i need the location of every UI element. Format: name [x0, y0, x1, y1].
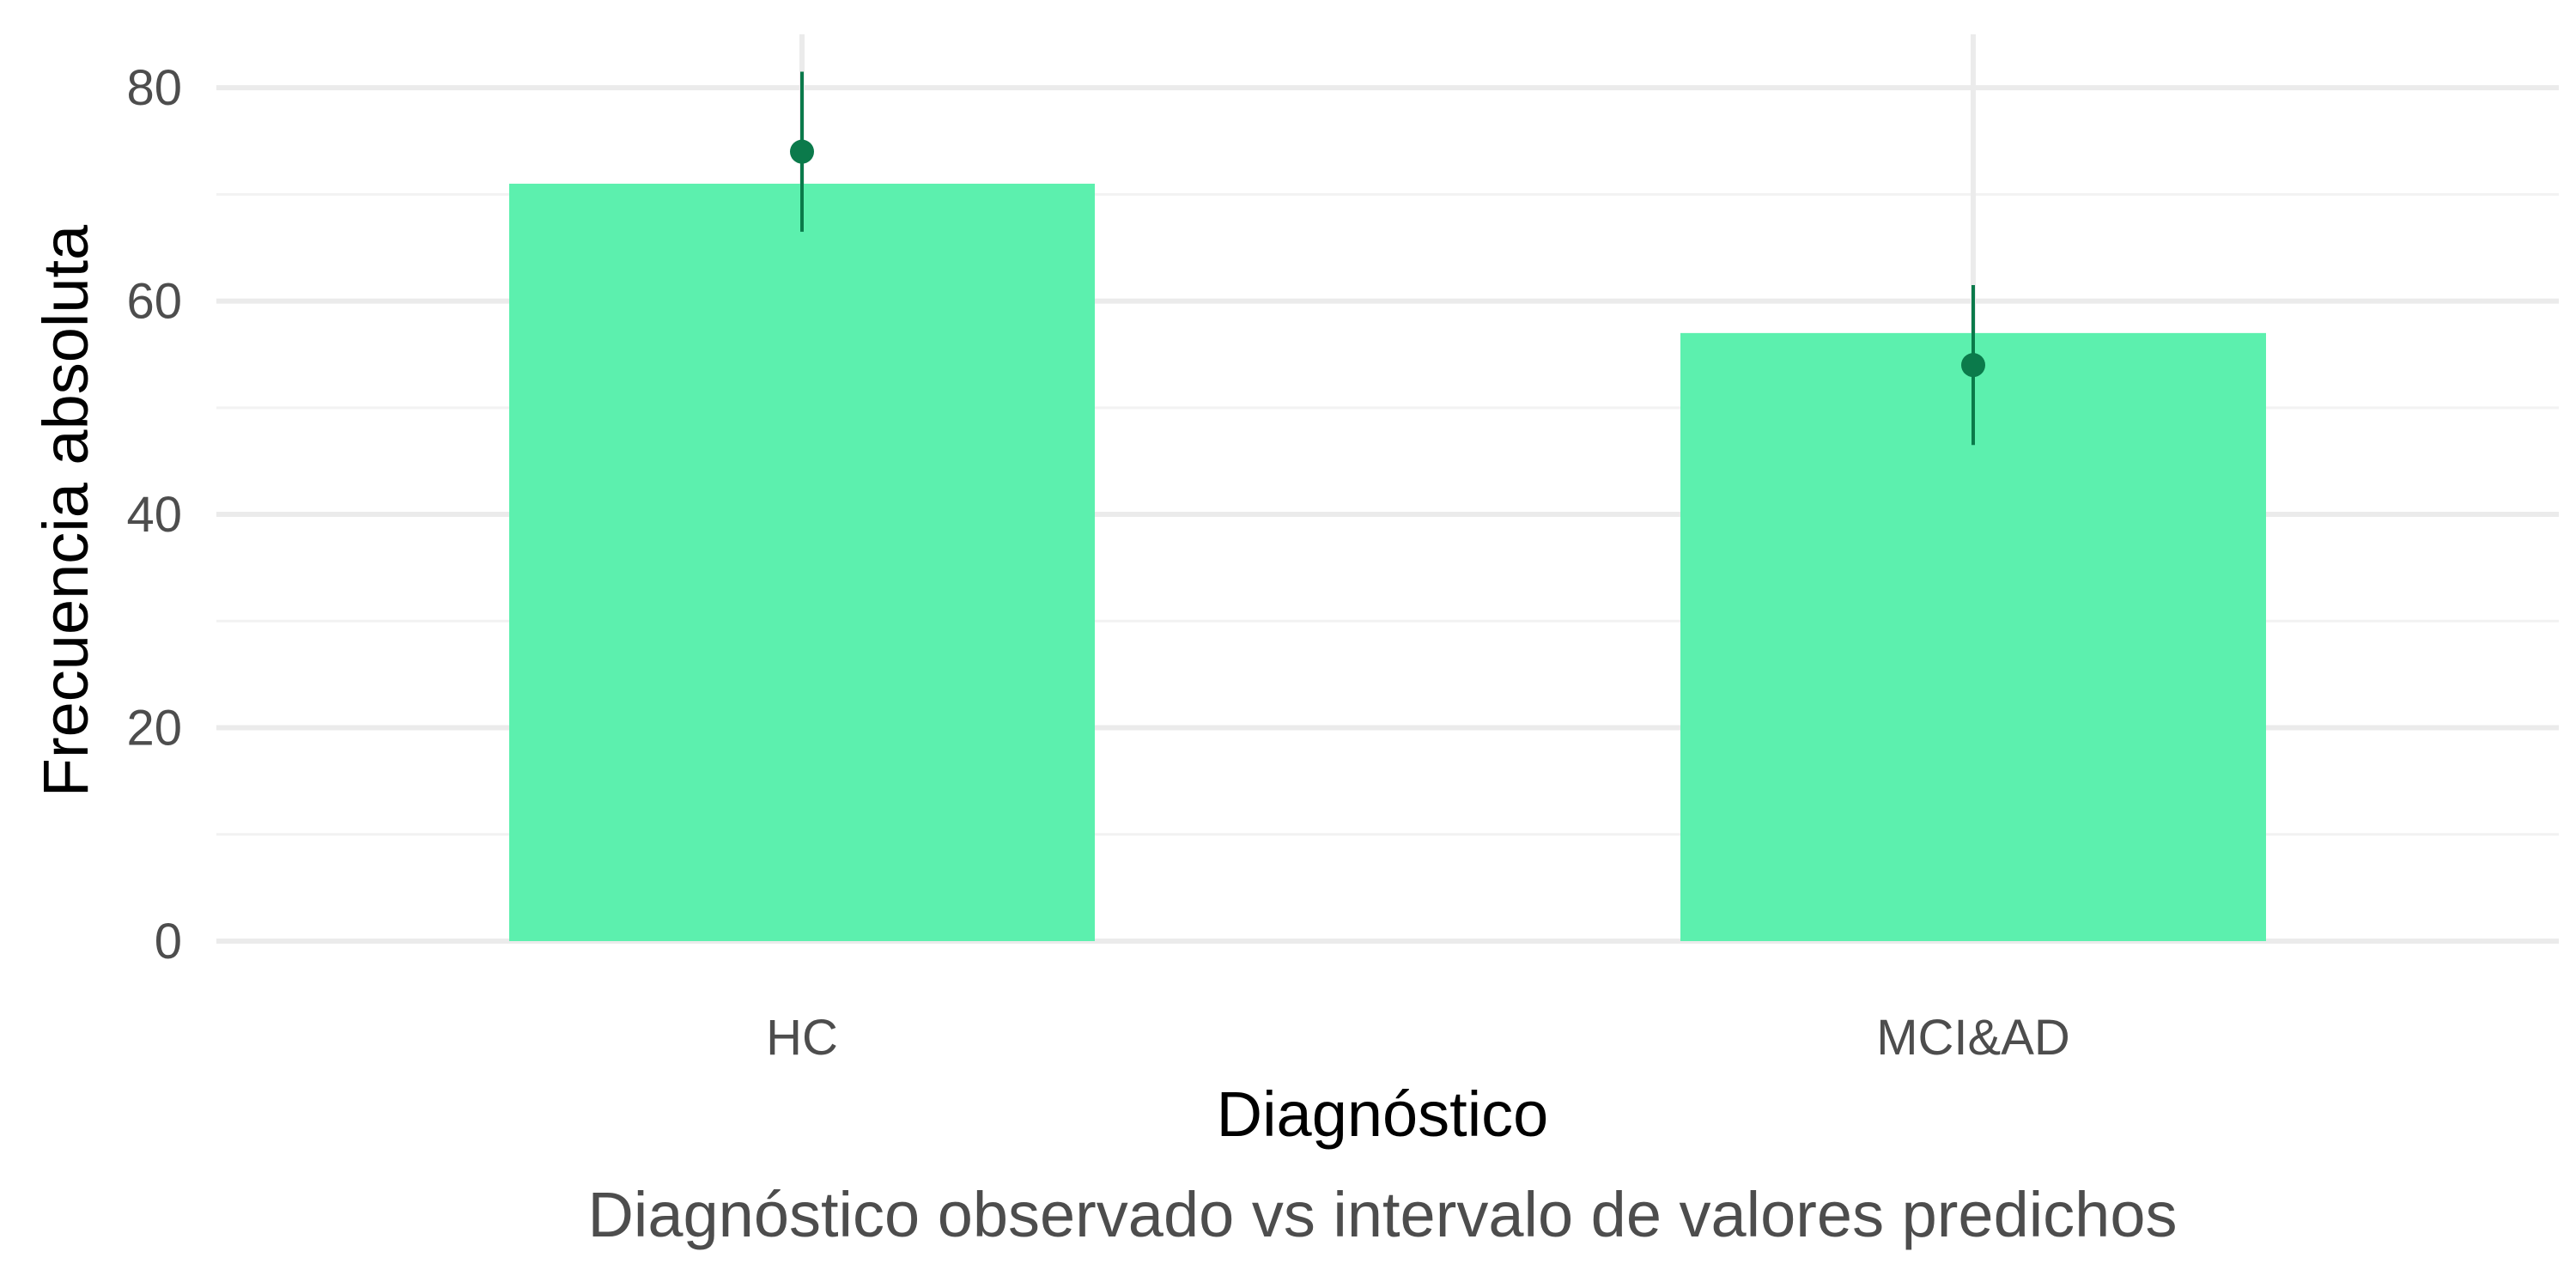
bar-hc	[509, 183, 1095, 941]
y-tick-label: 0	[155, 914, 182, 969]
x-tick-label: HC	[766, 1010, 838, 1066]
y-tick-label: 40	[126, 487, 182, 543]
bars	[509, 183, 2266, 941]
prediction-intervals	[790, 71, 1985, 446]
y-tick-label: 60	[126, 274, 182, 330]
y-axis-ticks: 0 20 40 60 80	[126, 60, 182, 969]
y-axis-title: Frecuencia absoluta	[30, 224, 101, 797]
interval-point	[1961, 353, 1985, 378]
x-tick-label: MCI&AD	[1876, 1010, 2070, 1066]
y-tick-label: 80	[126, 60, 182, 116]
x-axis-ticks: HC MCI&AD	[766, 1010, 2070, 1066]
y-tick-label: 20	[126, 701, 182, 756]
x-axis-title: Diagnóstico	[1217, 1078, 1549, 1150]
chart-caption: Diagnóstico observado vs intervalo de va…	[587, 1179, 2177, 1250]
interval-point	[790, 139, 814, 164]
